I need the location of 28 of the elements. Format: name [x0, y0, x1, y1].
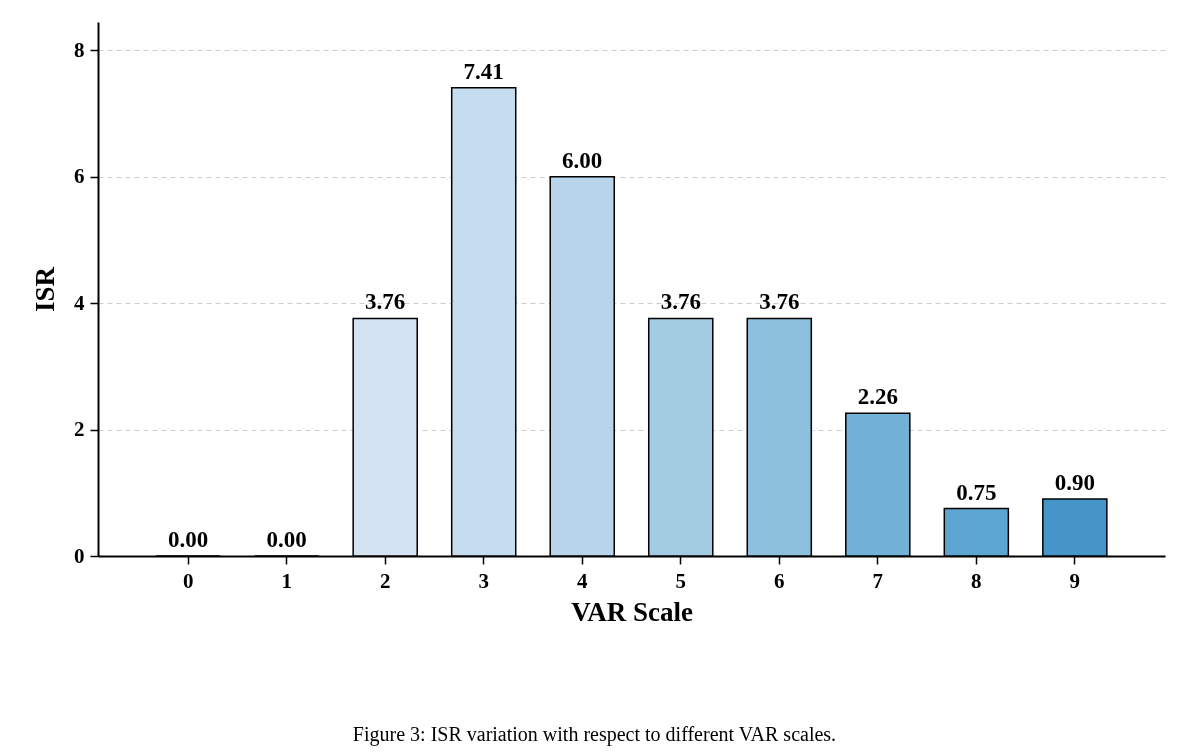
- x-tick-label: 8: [971, 568, 982, 593]
- data-label: 0.75: [956, 479, 997, 505]
- x-axis-title: VAR Scale: [571, 596, 693, 627]
- data-label: 6.00: [562, 147, 603, 173]
- y-tick-label: 4: [74, 290, 85, 315]
- data-label: 3.76: [759, 289, 800, 315]
- data-label: 0.00: [266, 527, 307, 552]
- x-tick-label: 1: [281, 568, 292, 593]
- data-label: 2.26: [857, 384, 898, 410]
- y-tick-label: 8: [74, 37, 85, 62]
- y-tick-label: 2: [74, 417, 85, 442]
- caption: Figure 3: ISR variation with respect to different VAR scales.: [351, 722, 838, 746]
- y-tick-label: 0: [74, 543, 85, 568]
- data-label: 3.76: [365, 289, 406, 315]
- x-tick-label: 9: [1069, 568, 1081, 593]
- x-tick-label: 7: [872, 568, 884, 593]
- x-tick-label: 3: [478, 568, 489, 593]
- x-tick-label: 0: [182, 568, 194, 593]
- data-label: 0.00: [168, 527, 209, 552]
- y-tick-label: 6: [74, 164, 85, 189]
- data-label: 7.41: [463, 58, 504, 84]
- data-label: 3.76: [660, 289, 701, 315]
- x-tick-label: 5: [675, 568, 687, 593]
- data-label: 0.90: [1054, 470, 1095, 496]
- x-tick-label: 4: [576, 568, 588, 593]
- y-axis-title: ISR: [30, 266, 60, 313]
- x-tick-label: 2: [379, 568, 391, 593]
- x-tick-label: 6: [774, 568, 785, 593]
